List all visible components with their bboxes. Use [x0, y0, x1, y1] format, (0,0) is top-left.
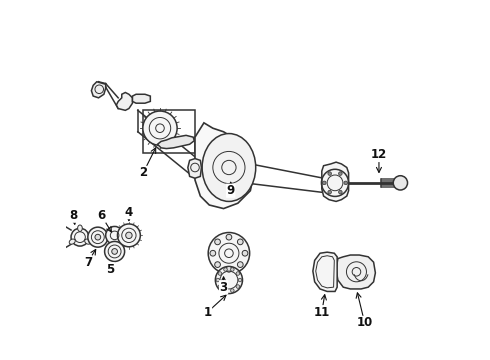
- Circle shape: [236, 272, 240, 275]
- Circle shape: [215, 239, 220, 245]
- Text: 11: 11: [314, 306, 330, 319]
- Polygon shape: [188, 158, 201, 178]
- Text: 3: 3: [220, 281, 228, 294]
- Circle shape: [215, 262, 220, 267]
- Text: 1: 1: [203, 306, 212, 319]
- Circle shape: [238, 262, 243, 267]
- Text: 10: 10: [357, 316, 373, 329]
- Polygon shape: [117, 93, 132, 111]
- Circle shape: [226, 234, 232, 240]
- Circle shape: [106, 226, 123, 244]
- Bar: [143, 111, 195, 153]
- Circle shape: [95, 234, 100, 240]
- Polygon shape: [132, 94, 150, 103]
- Text: 9: 9: [226, 184, 235, 197]
- Circle shape: [218, 272, 222, 275]
- Circle shape: [71, 228, 89, 246]
- Circle shape: [218, 285, 222, 288]
- Circle shape: [344, 181, 347, 185]
- Text: 5: 5: [106, 263, 114, 276]
- Ellipse shape: [77, 225, 82, 231]
- Circle shape: [238, 278, 242, 282]
- Circle shape: [208, 233, 249, 274]
- Text: 8: 8: [70, 209, 77, 222]
- Polygon shape: [195, 123, 254, 208]
- Circle shape: [88, 227, 108, 247]
- Ellipse shape: [69, 239, 75, 244]
- Polygon shape: [313, 252, 337, 292]
- Circle shape: [118, 224, 140, 247]
- Circle shape: [322, 181, 326, 185]
- Polygon shape: [157, 135, 194, 149]
- Ellipse shape: [202, 134, 256, 202]
- Circle shape: [328, 190, 331, 194]
- Text: 2: 2: [139, 166, 147, 179]
- Polygon shape: [322, 162, 348, 202]
- Circle shape: [238, 239, 243, 245]
- Circle shape: [224, 289, 227, 292]
- Text: 4: 4: [125, 206, 133, 219]
- Polygon shape: [92, 82, 106, 98]
- Circle shape: [393, 176, 408, 190]
- Circle shape: [226, 266, 232, 272]
- Circle shape: [215, 266, 243, 294]
- Circle shape: [126, 232, 132, 239]
- Text: 12: 12: [371, 148, 387, 162]
- Circle shape: [242, 250, 248, 256]
- Circle shape: [143, 111, 177, 145]
- Circle shape: [216, 278, 220, 282]
- Circle shape: [210, 250, 216, 256]
- Text: 6: 6: [98, 209, 105, 222]
- Circle shape: [104, 242, 124, 261]
- Circle shape: [328, 172, 331, 175]
- Circle shape: [224, 268, 227, 271]
- Circle shape: [112, 249, 118, 254]
- Ellipse shape: [85, 239, 91, 244]
- Circle shape: [339, 172, 342, 175]
- Circle shape: [231, 289, 234, 292]
- Circle shape: [236, 285, 240, 288]
- Text: 7: 7: [84, 256, 92, 269]
- Circle shape: [231, 268, 234, 271]
- Circle shape: [339, 190, 342, 194]
- Polygon shape: [336, 255, 375, 289]
